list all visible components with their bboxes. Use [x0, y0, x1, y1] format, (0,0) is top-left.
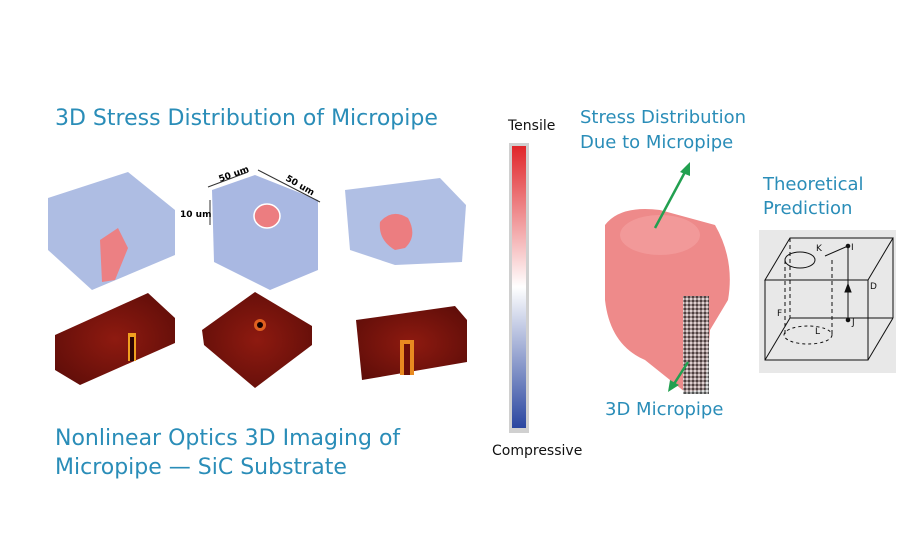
micropipe-label: 3D Micropipe: [605, 399, 724, 420]
diagram-label-j: J: [851, 318, 855, 328]
shg-block-3: [356, 306, 467, 380]
diagram-label-f: F: [777, 309, 782, 319]
stress-label-line2: Due to Micropipe: [580, 132, 734, 153]
shg-block-2: [202, 292, 312, 388]
stress-block-1: [48, 172, 175, 290]
dim-height-label: 10 um: [180, 210, 211, 220]
left-caption-line2: Micropipe — SiC Substrate: [55, 455, 347, 480]
theory-label-line2: Prediction: [763, 198, 853, 219]
colorbar-top-label: Tensile: [508, 118, 556, 134]
diagram-label-l: L: [815, 327, 820, 337]
colorbar-bottom-label: Compressive: [492, 443, 583, 459]
stress-block-2: 50 um 50 um 10 um: [180, 165, 321, 290]
micropipe-stress-model: [605, 209, 730, 394]
diagram-label-k: K: [816, 244, 823, 254]
diagram-label-d: D: [870, 282, 877, 292]
stress-block-3: [345, 178, 466, 265]
diagram-label-i: I: [851, 243, 854, 253]
theory-diagram: [759, 230, 896, 373]
shg-block-1: [55, 293, 175, 385]
arrow-down-icon: [668, 361, 690, 392]
left-caption-line1: Nonlinear Optics 3D Imaging of: [55, 426, 401, 451]
stress-label-line1: Stress Distribution: [580, 107, 747, 128]
theory-label-line1: Theoretical: [763, 174, 864, 195]
stress-colorbar: [509, 143, 529, 433]
arrow-up-icon: [653, 162, 690, 229]
left-title: 3D Stress Distribution of Micropipe: [55, 106, 438, 131]
